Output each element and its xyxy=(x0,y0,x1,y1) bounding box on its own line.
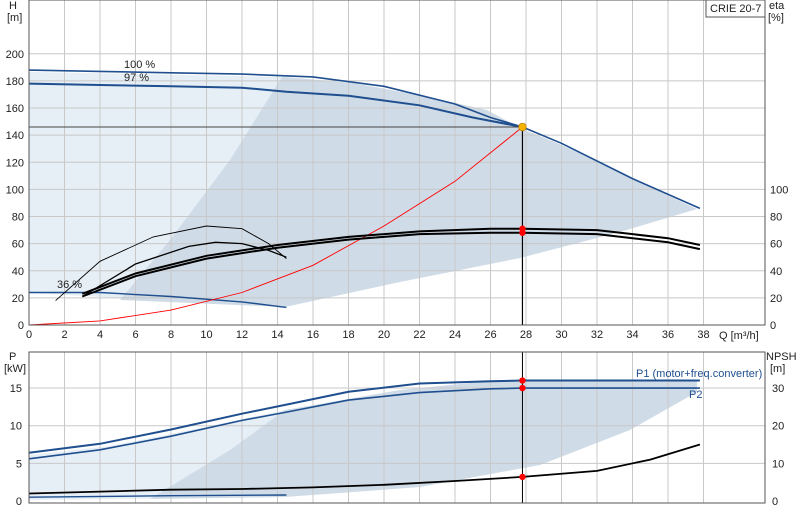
curve-label-97: 97 % xyxy=(124,72,149,84)
lower-y-right-tick-label: 0 xyxy=(772,496,778,508)
upper-x-tick-label: 4 xyxy=(97,329,103,341)
duty-point-marker xyxy=(518,122,527,132)
upper-y-right-title: eta xyxy=(769,0,785,12)
upper-x-tick-label: 28 xyxy=(520,329,532,341)
upper-y-left-title: H xyxy=(9,0,17,12)
model-label: CRIE 20-7 xyxy=(710,3,761,15)
power-curve-p2 xyxy=(28,387,700,460)
upper-y-right-tick-label: 100 xyxy=(770,184,788,196)
upper-y-right-tick-label: 60 xyxy=(770,239,782,251)
upper-x-tick-label: 18 xyxy=(342,329,354,341)
npsh-curve xyxy=(28,443,701,495)
power-p1-marker xyxy=(519,377,526,384)
head-curve-100 xyxy=(28,69,701,210)
upper-y-left-tick-label: 0 xyxy=(18,320,24,332)
power-curve-p1 xyxy=(28,379,700,454)
lower-y-right-tick-label: 20 xyxy=(772,421,784,433)
lower-y-right-unit: [m] xyxy=(770,363,785,375)
upper-y-left-tick-label: 160 xyxy=(6,103,24,115)
power-curve-36 xyxy=(28,494,287,498)
upper-y-left-tick-label: 40 xyxy=(12,266,24,278)
upper-y-right-tick-label: 80 xyxy=(770,212,782,224)
upper-light-left-area xyxy=(29,72,280,297)
series-label-p1: P1 (motor+freq.converter) xyxy=(636,368,762,380)
upper-x-tick-label: 26 xyxy=(484,329,496,341)
upper-y-right-tick-label: 20 xyxy=(770,293,782,305)
upper-y-left-tick-label: 60 xyxy=(12,239,24,251)
efficiency-curve-lower xyxy=(81,231,701,298)
upper-x-tick-label: 32 xyxy=(591,329,603,341)
upper-x-tick-label: 2 xyxy=(61,329,67,341)
upper-x-tick-label: 8 xyxy=(168,329,174,341)
upper-x-tick-label: 38 xyxy=(697,329,709,341)
upper-x-tick-label: 24 xyxy=(449,329,461,341)
lower-y-right-tick-label: 30 xyxy=(772,383,784,395)
grid-layer xyxy=(29,0,765,503)
curve-label-100: 100 % xyxy=(124,59,155,71)
upper-x-tick-label: 14 xyxy=(271,329,283,341)
system-curve xyxy=(28,126,523,326)
upper-x-tick-label: 0 xyxy=(26,329,32,341)
upper-y-left-tick-label: 100 xyxy=(6,184,24,196)
upper-x-tick-label: 30 xyxy=(555,329,567,341)
upper-y-left-tick-label: 180 xyxy=(6,76,24,88)
head-curve-97 xyxy=(28,82,523,128)
series-label-p2: P2 xyxy=(689,389,702,401)
upper-x-tick-label: 36 xyxy=(662,329,674,341)
series-layer xyxy=(28,69,701,503)
model-label-box xyxy=(705,0,766,18)
head-curve-36 xyxy=(29,291,287,309)
upper-plot-frame xyxy=(28,0,766,326)
lower-plot-frame xyxy=(28,351,766,504)
upper-y-right-tick-label: 40 xyxy=(770,266,782,278)
efficiency-curve-36 xyxy=(81,241,287,298)
efficiency-curve-36-thin xyxy=(55,225,287,301)
upper-y-right-unit: [%] xyxy=(768,12,784,24)
efficiency-curve-upper xyxy=(81,227,701,295)
upper-y-left-tick-label: 120 xyxy=(6,157,24,169)
upper-x-tick-label: 6 xyxy=(132,329,138,341)
upper-y-left-tick-label: 80 xyxy=(12,212,24,224)
upper-x-tick-label: 22 xyxy=(413,329,425,341)
upper-y-left-tick-label: 140 xyxy=(6,130,24,142)
lower-y-right-title: NPSH xyxy=(766,351,797,363)
upper-y-left-tick-label: 20 xyxy=(12,293,24,305)
upper-x-tick-label: 20 xyxy=(378,329,390,341)
lower-y-left-tick-label: 15 xyxy=(10,383,22,395)
upper-x-axis-title: Q [m³/h] xyxy=(719,330,759,342)
npsh-marker xyxy=(519,473,526,481)
power-p2-marker xyxy=(519,384,526,392)
marker-layer xyxy=(518,122,527,481)
upper-y-right-tick-label: 0 xyxy=(770,320,776,332)
lower-y-right-tick-label: 10 xyxy=(772,458,784,470)
upper-x-tick-label: 34 xyxy=(626,329,638,341)
lower-y-left-tick-label: 0 xyxy=(16,496,22,508)
lower-y-left-unit: [kW] xyxy=(4,363,26,375)
curve-label-36: 36 % xyxy=(57,279,82,291)
upper-y-left-tick-label: 200 xyxy=(6,49,24,61)
lower-y-left-tick-label: 10 xyxy=(10,421,22,433)
lower-y-left-title: P xyxy=(9,351,16,363)
upper-x-tick-label: 16 xyxy=(307,329,319,341)
upper-x-tick-label: 10 xyxy=(200,329,212,341)
tick-layer: 0 2 4 6 8 10 12 14 16 18 20 22 24 26 28 30 32 34 36 3802040… xyxy=(6,49,789,508)
efficiency-marker-lower xyxy=(519,229,526,236)
lower-dark-fan-wedge xyxy=(150,410,285,499)
lower-y-left-tick-label: 5 xyxy=(16,458,22,470)
upper-x-tick-label: 12 xyxy=(236,329,248,341)
upper-y-left-unit: [m] xyxy=(7,12,22,24)
